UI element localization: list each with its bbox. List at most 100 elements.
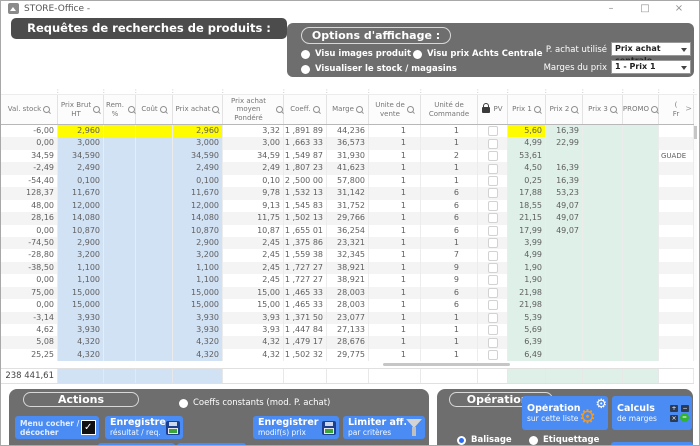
column-resize-handle[interactable]	[508, 89, 546, 94]
column-header-rem[interactable]: Rem. %	[104, 95, 136, 124]
radio-icon[interactable]	[529, 436, 538, 445]
table-row[interactable]: 28,1614,08014,08011,751 ,502 1329,766162…	[1, 212, 697, 224]
pv-checkbox[interactable]	[488, 251, 498, 261]
checkbox-visu-images[interactable]: Visu images produit	[301, 49, 411, 59]
column-header-cout[interactable]: Coût	[136, 95, 173, 124]
table-row[interactable]: -2,492,4902,4902,491 ,807 2341,623114,50…	[1, 162, 697, 174]
column-header-fr[interactable]: (Fr>	[659, 95, 694, 124]
search-icon[interactable]	[93, 106, 100, 113]
requetes-button[interactable]: Requêtes de recherches de produits :	[11, 18, 287, 39]
column-header-p1[interactable]: Prix 1	[508, 95, 546, 124]
column-header-pamp[interactable]: Prix achatmoyen Pondéré	[223, 95, 284, 124]
menu-cocher-button[interactable]: Menu cocher / décocher	[15, 416, 99, 439]
table-row[interactable]: 0,0010,87010,87010,871 ,655 0136,2541617…	[1, 225, 697, 237]
column-resize-handle[interactable]	[623, 89, 659, 94]
chevron-right-icon[interactable]: >	[685, 104, 692, 114]
column-resize-handle[interactable]	[1, 89, 58, 94]
column-header-coeff[interactable]: Coeff.	[284, 95, 327, 124]
table-row[interactable]: -3,143,9303,9303,931 ,371 5023,077115,39	[1, 312, 697, 324]
vertical-scrollbar[interactable]	[694, 123, 697, 360]
column-resize-handle[interactable]	[421, 89, 478, 94]
coeffs-checkbox[interactable]: Coeffs constants (mod. P. achat)	[179, 398, 330, 408]
calculs-marges-button[interactable]: Calculs de marges +−×=	[612, 396, 692, 430]
pv-checkbox[interactable]	[488, 263, 498, 273]
column-header-prix_achat[interactable]: Prix achat	[173, 95, 223, 124]
partial-button-3[interactable]	[611, 442, 693, 446]
operations-liste-button[interactable]: Opérations sur cette liste ⚙⚙	[522, 396, 608, 430]
search-icon[interactable]	[407, 106, 414, 113]
marges-select[interactable]: 1 - Prix 1	[611, 60, 691, 74]
search-icon[interactable]	[276, 106, 283, 113]
column-header-val_stock[interactable]: Val. stock	[1, 95, 58, 124]
search-icon[interactable]	[43, 106, 50, 113]
pv-checkbox[interactable]	[488, 139, 498, 149]
column-resize-handle[interactable]	[136, 89, 173, 94]
pv-checkbox[interactable]	[488, 126, 498, 136]
search-icon[interactable]	[534, 106, 541, 113]
column-resize-handle[interactable]	[284, 89, 327, 94]
column-resize-handle[interactable]	[223, 89, 284, 94]
search-icon[interactable]	[610, 106, 617, 113]
column-header-p2[interactable]: Prix 2	[546, 95, 583, 124]
checkbox-visu-prix-centrale[interactable]: Visu prix Achts Centrale	[413, 49, 543, 59]
table-row[interactable]: -38,501,1001,1002,451 ,727 2738,921191,9…	[1, 262, 697, 274]
checkbox-icon[interactable]	[413, 50, 422, 59]
pv-checkbox[interactable]	[488, 151, 498, 161]
column-header-prix_brut[interactable]: Prix BrutHT	[58, 95, 104, 124]
pv-checkbox[interactable]	[488, 350, 498, 360]
table-row[interactable]: 0,001,1001,1002,451 ,727 2738,921191,90	[1, 274, 697, 286]
pv-checkbox[interactable]	[488, 238, 498, 248]
column-resize-handle[interactable]	[478, 89, 508, 94]
pv-checkbox[interactable]	[488, 226, 498, 236]
table-row[interactable]: 5,084,3204,3204,321 ,479 1728,676116,39	[1, 336, 697, 348]
checkbox-icon[interactable]	[179, 399, 188, 408]
column-resize-handle[interactable]	[546, 89, 583, 94]
table-row[interactable]: 0,0015,00015,00015,001 ,465 3328,0031621…	[1, 299, 697, 311]
table-row[interactable]: -6,002,9602,9603,321 ,891 8944,236115,60…	[1, 125, 697, 137]
table-row[interactable]: 25,254,3204,3204,321 ,502 3229,775116,49	[1, 349, 697, 361]
pv-checkbox[interactable]	[488, 300, 498, 310]
table-row[interactable]: 4,623,9303,9303,931 ,447 8427,133115,69	[1, 324, 697, 336]
column-header-pv[interactable]: PV	[478, 95, 508, 124]
column-resize-handle[interactable]	[659, 89, 694, 94]
column-header-uv[interactable]: Unite devente	[369, 95, 421, 124]
search-icon[interactable]	[212, 106, 219, 113]
horizontal-scrollbar[interactable]	[383, 363, 510, 366]
radio-icon[interactable]	[457, 436, 466, 445]
table-row[interactable]: 48,0012,00012,0009,131 ,545 8331,7521618…	[1, 200, 697, 212]
search-icon[interactable]	[571, 106, 578, 113]
table-row[interactable]: 128,3711,67011,6709,781 ,532 1331,142161…	[1, 187, 697, 199]
pv-checkbox[interactable]	[488, 325, 498, 335]
table-row[interactable]: -28,803,2003,2002,451 ,559 3832,345174,9…	[1, 249, 697, 261]
radio-etiquettage[interactable]: Etiquettage	[529, 435, 599, 445]
search-icon[interactable]	[651, 106, 658, 113]
pv-checkbox[interactable]	[488, 313, 498, 323]
table-row[interactable]: 75,0015,00015,00015,001 ,465 3328,003162…	[1, 287, 697, 299]
table-row[interactable]: 34,5934,59034,59034,591 ,549 8731,930125…	[1, 150, 697, 162]
column-resize-handle[interactable]	[583, 89, 623, 94]
close-button[interactable]: ×	[665, 1, 693, 16]
search-icon[interactable]	[356, 106, 363, 113]
pv-checkbox[interactable]	[488, 275, 498, 285]
column-resize-handle[interactable]	[327, 89, 369, 94]
radio-balisage[interactable]: Balisage	[457, 435, 512, 445]
pv-checkbox[interactable]	[488, 213, 498, 223]
column-resize-handle[interactable]	[58, 89, 104, 94]
pv-checkbox[interactable]	[488, 201, 498, 211]
column-header-promo[interactable]: PROMO	[623, 95, 659, 124]
pv-checkbox[interactable]	[488, 164, 498, 174]
pv-checkbox[interactable]	[488, 176, 498, 186]
column-header-uc[interactable]: Unité deCommande	[421, 95, 478, 124]
maximize-button[interactable]: □	[631, 1, 659, 16]
enregistrer-resultat-button[interactable]: Enregistrer résultat / req.	[105, 416, 183, 439]
column-resize-handle[interactable]	[369, 89, 421, 94]
table-row[interactable]: -74,502,9002,9002,451 ,375 8623,321113,9…	[1, 237, 697, 249]
checkbox-icon[interactable]	[301, 65, 310, 74]
column-header-marge[interactable]: Marge	[327, 95, 369, 124]
column-header-p3[interactable]: Prix 3	[583, 95, 623, 124]
minimize-button[interactable]: –	[597, 1, 625, 16]
limiter-button[interactable]: Limiter aff. par critères	[343, 416, 425, 439]
pv-checkbox[interactable]	[488, 288, 498, 298]
checkbox-visu-stock[interactable]: Visualiser le stock / magasins	[301, 64, 457, 74]
pv-checkbox[interactable]	[488, 338, 498, 348]
